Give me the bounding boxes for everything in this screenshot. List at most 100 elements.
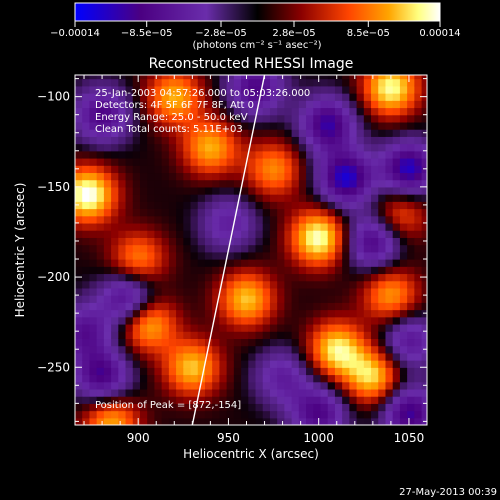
- heatmap-cell: [190, 287, 199, 296]
- heatmap-cell: [392, 388, 401, 397]
- heatmap-cell: [226, 331, 235, 340]
- heatmap-cell: [161, 78, 170, 87]
- heatmap-cell: [241, 150, 249, 159]
- heatmap-cell: [89, 273, 98, 282]
- heatmap-cell: [291, 295, 300, 303]
- heatmap-cell: [392, 309, 401, 318]
- heatmap-cell: [298, 331, 307, 340]
- heatmap-cell: [82, 121, 91, 130]
- heatmap-cell: [255, 129, 264, 137]
- heatmap-cell: [118, 150, 127, 159]
- heatmap-cell: [306, 360, 314, 368]
- heatmap-cell: [385, 136, 394, 145]
- heatmap-cell: [356, 100, 365, 109]
- heatmap-cell: [284, 388, 293, 397]
- heatmap-cell: [161, 143, 170, 152]
- heatmap-cell: [414, 165, 423, 174]
- heatmap-cell: [190, 302, 199, 311]
- heatmap-cell: [212, 143, 221, 152]
- heatmap-cell: [183, 410, 192, 419]
- heatmap-cell: [349, 215, 358, 224]
- heatmap-cell: [407, 410, 415, 419]
- heatmap-cell: [204, 309, 213, 318]
- heatmap-cell: [414, 75, 423, 80]
- heatmap-cell: [226, 129, 235, 137]
- heatmap-cell: [154, 302, 163, 311]
- heatmap-cell: [356, 208, 365, 217]
- heatmap-cell: [190, 403, 199, 412]
- heatmap-cell: [363, 85, 372, 94]
- heatmap-cell: [125, 367, 134, 376]
- heatmap-cell: [342, 93, 350, 101]
- heatmap-cell: [75, 75, 83, 80]
- heatmap-cell: [197, 222, 206, 231]
- heatmap-cell: [139, 244, 148, 253]
- heatmap-cell: [118, 309, 127, 318]
- heatmap-cell: [96, 259, 105, 267]
- heatmap-cell: [255, 280, 264, 289]
- heatmap-cell: [226, 266, 235, 275]
- heatmap-cell: [269, 345, 278, 354]
- heatmap-cell: [277, 157, 285, 166]
- heatmap-cell: [132, 410, 141, 419]
- heatmap-cell: [190, 295, 199, 303]
- heatmap-cell: [212, 396, 221, 404]
- heatmap-cell: [89, 316, 98, 325]
- heatmap-cell: [75, 222, 83, 231]
- heatmap-cell: [139, 251, 148, 260]
- heatmap-cell: [306, 396, 314, 404]
- heatmap-cell: [371, 114, 379, 123]
- heatmap-cell: [132, 201, 141, 210]
- heatmap-cell: [89, 367, 98, 376]
- heatmap-cell: [204, 374, 213, 383]
- heatmap-cell: [306, 222, 314, 231]
- heatmap-cell: [298, 93, 307, 101]
- heatmap-cell: [385, 410, 394, 419]
- heatmap-cell: [342, 259, 350, 267]
- heatmap-cell: [132, 93, 141, 101]
- heatmap-cell: [269, 273, 278, 282]
- heatmap-cell: [414, 302, 423, 311]
- heatmap-cell: [284, 410, 293, 419]
- heatmap-cell: [103, 179, 112, 188]
- heatmap-cell: [161, 316, 170, 325]
- heatmap-cell: [118, 75, 127, 80]
- heatmap-cell: [284, 374, 293, 383]
- heatmap-cell: [197, 172, 206, 181]
- heatmap-cell: [313, 345, 322, 354]
- heatmap-cell: [82, 78, 91, 87]
- heatmap-cell: [75, 396, 83, 404]
- heatmap-cell: [291, 302, 300, 311]
- heatmap-cell: [363, 280, 372, 289]
- heatmap-cell: [371, 345, 379, 354]
- heatmap-cell: [313, 186, 322, 195]
- heatmap-cell: [197, 150, 206, 159]
- heatmap-cell: [139, 287, 148, 296]
- heatmap-cell: [255, 244, 264, 253]
- y-tick-label: −100: [37, 90, 70, 104]
- heatmap-cell: [139, 374, 148, 383]
- heatmap-cell: [75, 107, 83, 116]
- heatmap-cell: [219, 93, 228, 101]
- heatmap-cell: [378, 85, 387, 94]
- heatmap-cell: [147, 396, 156, 404]
- heatmap-cell: [399, 143, 408, 152]
- heatmap-cell: [111, 85, 119, 94]
- heatmap-cell: [82, 323, 91, 332]
- heatmap-cell: [262, 114, 271, 123]
- heatmap-cell: [219, 302, 228, 311]
- heatmap-cell: [241, 100, 249, 109]
- heatmap-cell: [176, 316, 184, 325]
- heatmap-cell: [334, 295, 343, 303]
- heatmap-cell: [147, 388, 156, 397]
- heatmap-cell: [168, 194, 177, 202]
- heatmap-cell: [392, 208, 401, 217]
- heatmap-cell: [147, 136, 156, 145]
- heatmap-cell: [421, 388, 427, 397]
- heatmap-cell: [190, 78, 199, 87]
- heatmap-cell: [421, 287, 427, 296]
- heatmap-cell: [204, 302, 213, 311]
- heatmap-cell: [277, 280, 285, 289]
- heatmap-cell: [197, 323, 206, 332]
- heatmap-cell: [269, 280, 278, 289]
